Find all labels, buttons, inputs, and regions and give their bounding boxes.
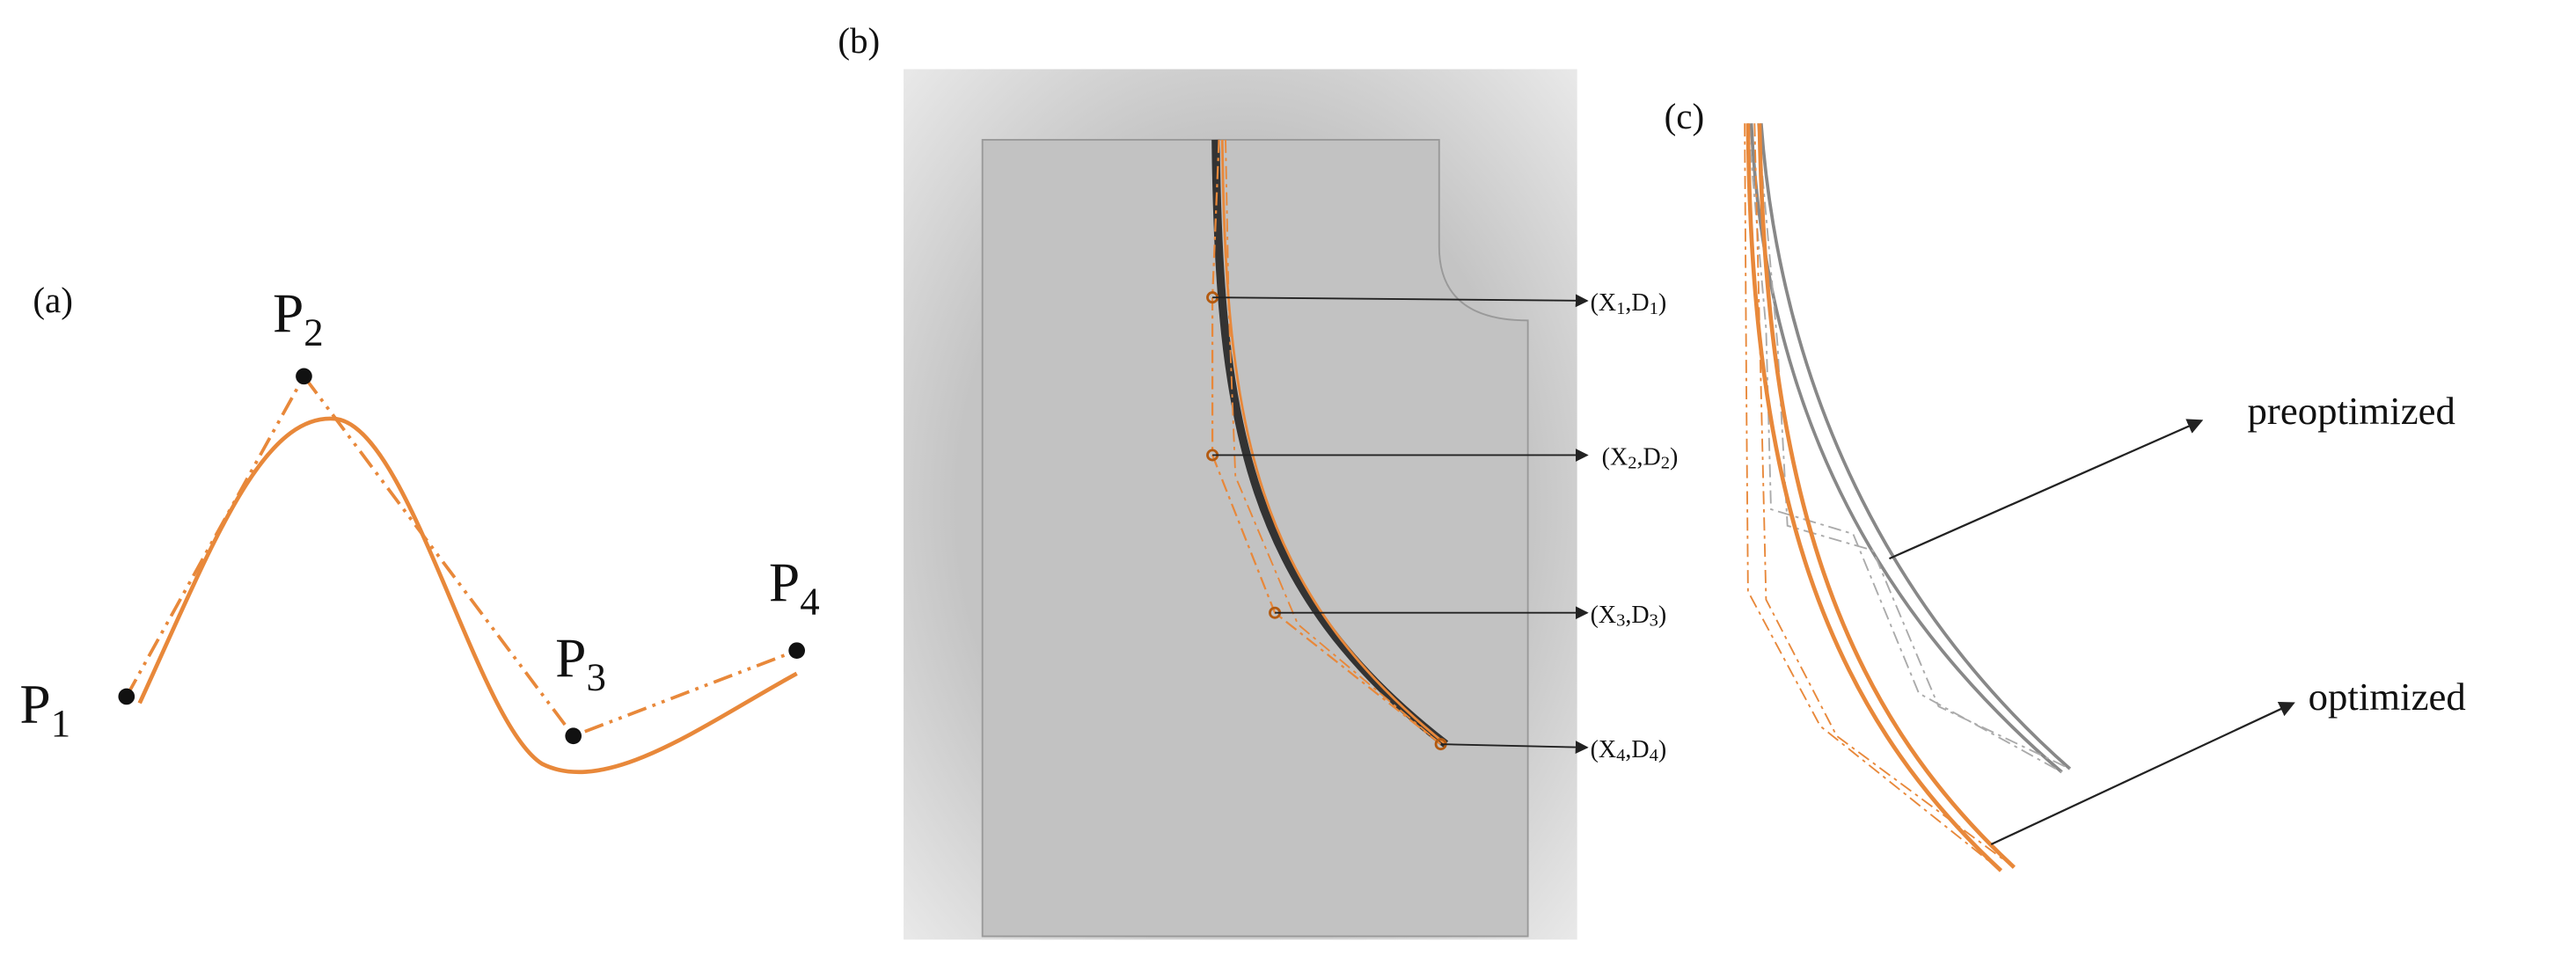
text-part: 1 [51, 701, 70, 745]
point-label: P3 [555, 627, 606, 699]
point-label: P1 [19, 673, 70, 745]
text-part: (X [1591, 736, 1617, 763]
control-polygon [125, 373, 798, 739]
annotation: optimized [2309, 675, 2466, 719]
text-part: P [273, 281, 304, 344]
bezier-curve [137, 416, 798, 775]
text-part: ) [1670, 444, 1678, 471]
text-part: ,D [1636, 444, 1660, 471]
text-part: ) [1658, 602, 1666, 629]
point-label: P2 [273, 281, 324, 354]
text-part: ,D [1625, 602, 1649, 629]
text-part: ,D [1625, 736, 1649, 763]
text-part: 2 [304, 310, 323, 354]
text-part: P [769, 551, 800, 614]
panel-b: (b) (X1,D1) (X2,D2) (X3,D3) (X4,D4) [838, 20, 1679, 940]
text-part: 2 [1661, 453, 1670, 472]
control-polygon [1225, 139, 1442, 745]
panel-label: (c) [1665, 96, 1705, 136]
annotation: preoptimized [2248, 389, 2455, 433]
coordinate-label: (X1,D1) [1591, 289, 1667, 318]
text-part: ,D [1625, 289, 1649, 317]
panel-a: (a) P1 P2 P3 P4 [19, 280, 820, 775]
text-part: P [555, 627, 586, 690]
text-part: 4 [1650, 746, 1658, 765]
optimized-curves [1745, 123, 2016, 872]
text-part: 4 [800, 580, 819, 624]
text-part: ) [1658, 289, 1666, 317]
text-part: ) [1658, 736, 1666, 763]
coordinate-label: (X4,D4) [1591, 736, 1667, 765]
blade-curve [1220, 139, 1447, 746]
point-label: P4 [769, 551, 820, 624]
text-part: 3 [1650, 611, 1658, 631]
control-point [118, 688, 135, 705]
coordinate-label: (X2,D2) [1602, 444, 1679, 473]
part-outline [981, 138, 1529, 938]
text-part: 3 [586, 654, 605, 698]
control-point [296, 368, 312, 385]
control-point [565, 727, 582, 745]
text-part: 1 [1616, 299, 1625, 318]
text-part: 3 [1616, 611, 1625, 631]
blade-curve [1211, 139, 1449, 748]
panel-label: (a) [33, 280, 73, 320]
panel-c: (c) preoptimized optimized [1665, 96, 2466, 872]
text-part: (X [1591, 602, 1617, 629]
coordinate-label: (X3,D3) [1591, 602, 1667, 631]
text-part: 4 [1616, 746, 1625, 765]
control-point [788, 642, 805, 660]
panel-label: (b) [838, 20, 880, 61]
text-part: 2 [1628, 453, 1636, 472]
text-part: (X [1602, 444, 1628, 471]
text-part: 1 [1650, 299, 1658, 318]
text-part: P [19, 673, 50, 735]
text-part: (X [1591, 289, 1617, 317]
